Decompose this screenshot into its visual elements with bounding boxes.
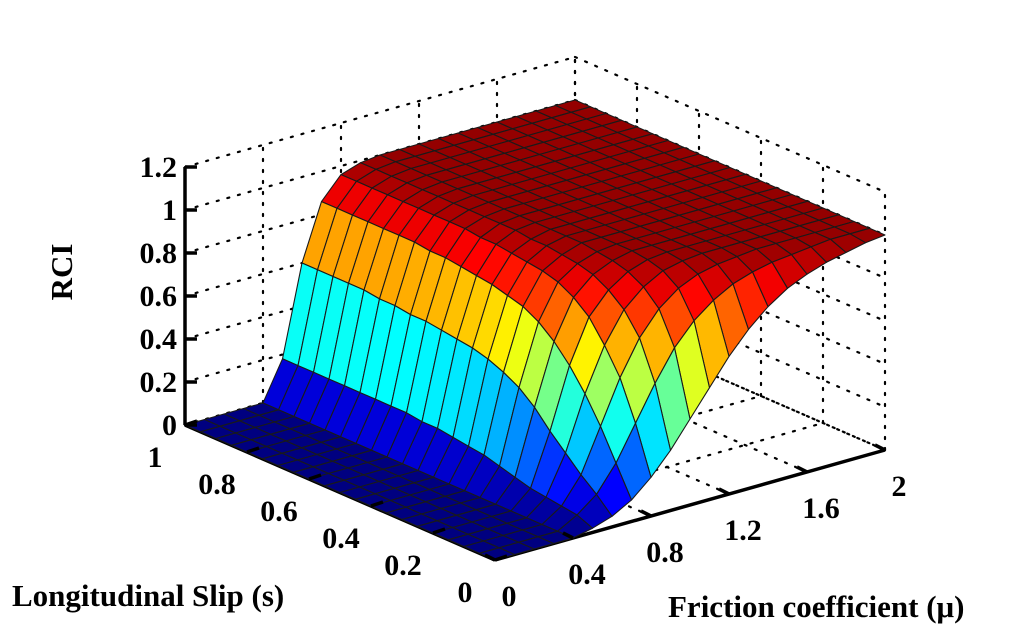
- y-tick-mark: [432, 527, 446, 535]
- y-tick-mark: [370, 500, 384, 508]
- back-wall-gridline: [183, 55, 577, 169]
- y-axis-label: Longitudinal Slip (s): [12, 578, 284, 613]
- z-tick-label: 0.6: [140, 280, 178, 313]
- z-tick-label: 0.4: [140, 323, 178, 356]
- x-tick-mark: [562, 531, 574, 540]
- x-tick-mark: [874, 443, 886, 452]
- x-tick-label: 0: [502, 580, 517, 613]
- tick-layer: 0 0.2 0.4 0.6 0.8 1 1.2 0 0.4 0.8 1.2 1.6 2 0 0.2 0.4 0.…: [140, 151, 907, 613]
- back-wall-gridline: [183, 270, 577, 384]
- y-tick-label: 0.8: [198, 468, 236, 501]
- y-tick-label: 0: [458, 576, 473, 609]
- x-tick-label: 1.6: [802, 492, 840, 525]
- y-tick-label: 1: [148, 441, 163, 474]
- x-tick-label: 0.4: [568, 558, 606, 591]
- floor-gridline-mu: [417, 357, 731, 496]
- side-wall-gridline: [573, 55, 887, 194]
- z-tick-label: 0: [162, 409, 177, 442]
- x-tick-mark: [796, 465, 808, 474]
- back-wall-gridline: [183, 141, 577, 255]
- back-wall-gridline: [183, 227, 577, 341]
- y-tick-mark: [308, 473, 322, 481]
- z-tick-label: 0.2: [140, 366, 178, 399]
- floor-gridline-mu: [573, 313, 887, 452]
- y-tick-label: 0.4: [322, 522, 360, 555]
- x-tick-label: 0.8: [646, 536, 684, 569]
- surface-layer: [184, 99, 886, 561]
- y-tick-mark: [184, 419, 198, 427]
- y-tick-label: 0.2: [384, 549, 422, 582]
- x-tick-label: 1.2: [724, 514, 762, 547]
- x-tick-label: 2: [892, 470, 907, 503]
- z-tick-label: 1: [162, 194, 177, 227]
- floor-gridline-mu: [495, 335, 809, 474]
- x-axis-label: Friction coefficient (μ): [668, 589, 964, 624]
- x-tick-mark: [718, 487, 730, 496]
- x-tick-mark: [640, 509, 652, 518]
- z-axis-label: RCI: [44, 244, 79, 301]
- y-tick-label: 0.6: [260, 495, 298, 528]
- z-tick-label: 1.2: [140, 151, 178, 184]
- y-tick-mark: [246, 446, 260, 454]
- z-tick-label: 0.8: [140, 237, 178, 270]
- back-wall-gridline: [183, 98, 577, 212]
- back-wall-gridline: [183, 184, 577, 298]
- x-tick-mark: [484, 553, 496, 562]
- y-tick-mark: [494, 554, 508, 562]
